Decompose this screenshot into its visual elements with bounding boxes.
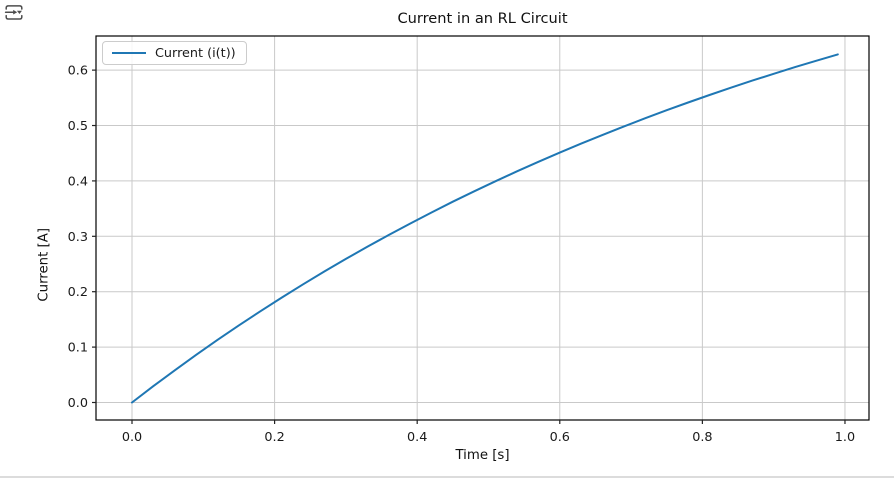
x-axis-label: Time [s] — [455, 448, 510, 463]
export-plot-icon[interactable] — [3, 2, 25, 22]
x-tick-label: 0.2 — [264, 430, 284, 445]
y-tick-label: 0.5 — [68, 119, 88, 134]
legend-label: Current (i(t)) — [155, 45, 236, 61]
x-tick-label: 0.0 — [122, 430, 142, 445]
x-tick-label: 0.6 — [550, 430, 570, 445]
legend: Current (i(t)) — [102, 41, 247, 65]
panel-bottom-divider — [0, 476, 894, 478]
y-tick-label: 0.6 — [68, 64, 88, 79]
y-tick-label: 0.3 — [68, 230, 88, 245]
x-tick-label: 0.4 — [407, 430, 427, 445]
x-tick-label: 1.0 — [835, 430, 855, 445]
x-tick-label: 0.8 — [692, 430, 712, 445]
y-tick-label: 0.0 — [68, 396, 88, 411]
export-plot-icon-glyph — [4, 4, 23, 20]
y-tick-label: 0.4 — [68, 174, 88, 189]
legend-line-sample — [112, 51, 146, 55]
y-tick-label: 0.1 — [68, 341, 88, 356]
chart-title: Current in an RL Circuit — [397, 10, 568, 27]
series-line-current — [131, 53, 839, 404]
y-tick-label: 0.2 — [68, 285, 88, 300]
plot-frame — [95, 35, 870, 421]
